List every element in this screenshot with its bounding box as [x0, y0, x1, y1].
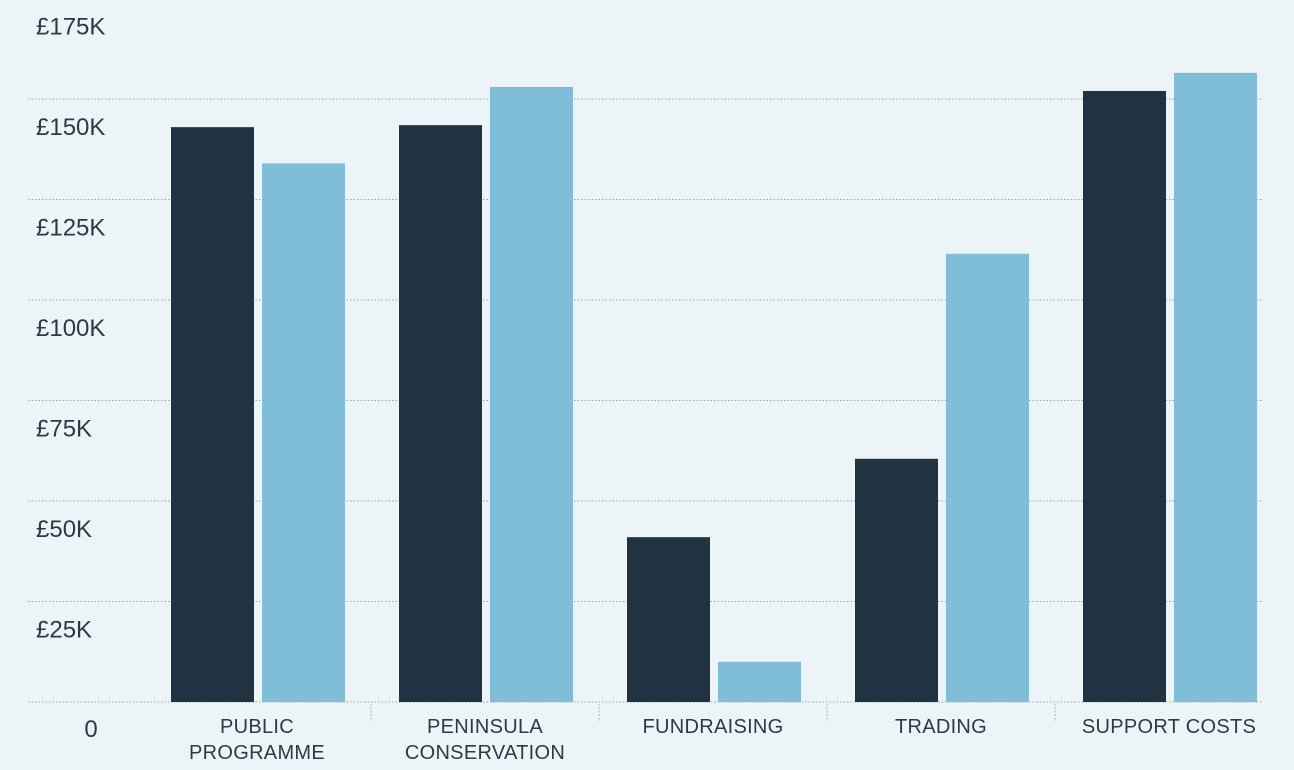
x-category-label-line: PUBLIC — [220, 716, 294, 738]
y-tick-label: £175K — [36, 14, 105, 41]
x-category-label-line: PENINSULA — [427, 716, 543, 738]
x-category-label: SUPPORT COSTS — [1082, 716, 1256, 738]
x-category-label-line: PROGRAMME — [189, 742, 325, 764]
x-category-label: TRADING — [895, 716, 987, 738]
bar-series-1 — [855, 458, 938, 702]
x-category-label-line: SUPPORT COSTS — [1082, 716, 1256, 738]
y-tick-label: £75K — [36, 416, 92, 443]
x-category-label: FUNDRAISING — [642, 716, 783, 738]
y-tick-label: 0 — [84, 716, 97, 743]
bar-series-1 — [399, 125, 482, 702]
bar-series-2 — [262, 163, 345, 702]
y-tick-label: £125K — [36, 215, 105, 242]
bar-series-2 — [490, 86, 573, 702]
y-tick-label: £150K — [36, 114, 105, 141]
bar-series-2 — [1174, 72, 1257, 703]
y-tick-label: £100K — [36, 315, 105, 342]
x-category-label-line: FUNDRAISING — [642, 716, 783, 738]
bar-series-1 — [171, 127, 254, 702]
y-tick-label: £25K — [36, 617, 92, 644]
x-category-label-line: TRADING — [895, 716, 987, 738]
x-category-label: PUBLIC PROGRAMME — [189, 716, 325, 764]
bar-series-2 — [946, 253, 1029, 702]
bar-series-1 — [1083, 90, 1166, 702]
x-category-label: PENINSULA CONSERVATION — [405, 716, 565, 764]
bar-series-2 — [718, 661, 801, 702]
x-category-label-line: CONSERVATION — [405, 742, 565, 764]
bar-series-1 — [627, 537, 710, 702]
y-tick-label: £50K — [36, 516, 92, 543]
